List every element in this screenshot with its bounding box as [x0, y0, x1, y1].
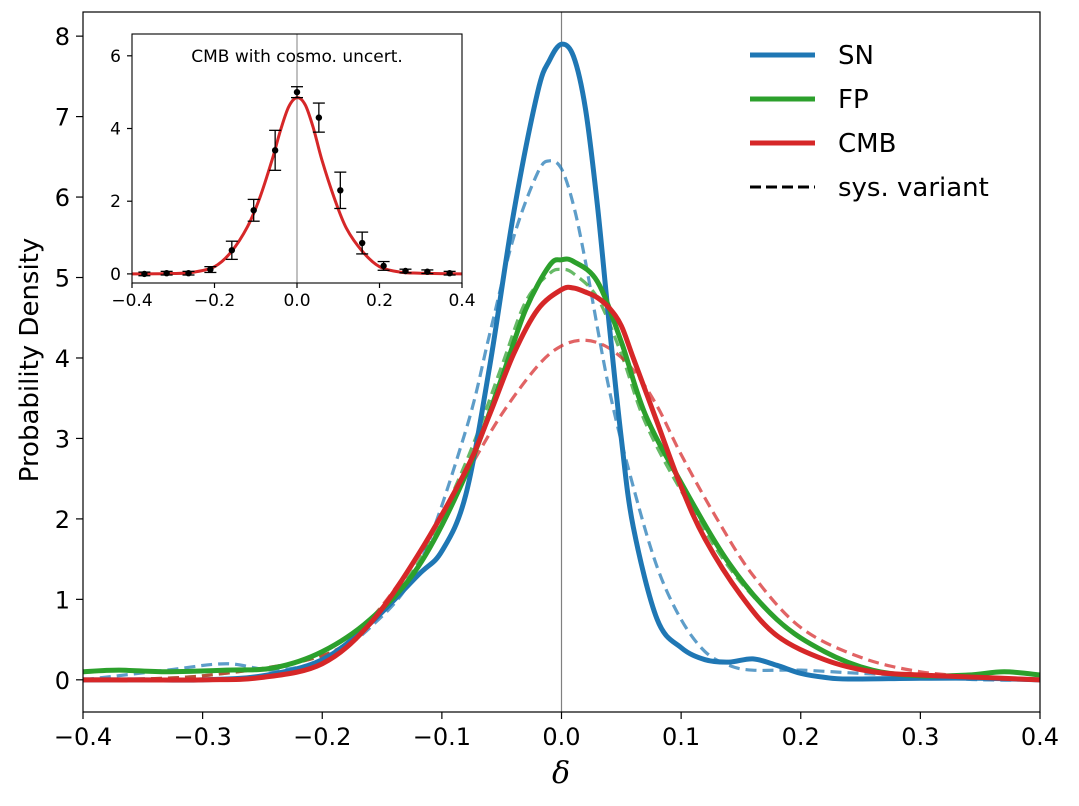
legend-entry-fp: FP: [750, 85, 869, 115]
y-tick-label: 6: [55, 184, 70, 212]
data-point-marker: [207, 266, 214, 273]
inset-errorbar-point: [291, 86, 303, 99]
inset-x-tick-label: 0.2: [366, 291, 393, 311]
y-tick-label: 8: [55, 23, 70, 51]
series-cmb-sys-variant: [82, 338, 1041, 682]
legend-label-cmb: CMB: [838, 129, 896, 159]
data-point-marker: [315, 114, 323, 121]
inset-errorbar-point: [421, 268, 434, 275]
inset-ticks: −0.4 −0.2 0.0 0.2 0.4 0 2 4 6: [110, 47, 475, 311]
inset-errorbar-point: [160, 269, 173, 277]
y-tick-label: 2: [55, 506, 70, 534]
inset-axes: −0.4 −0.2 0.0 0.2 0.4 0 2 4 6 CMB with cosmo. un…: [110, 33, 476, 311]
legend-entry-sn: SN: [750, 41, 874, 71]
x-tick-label: −0.4: [54, 723, 112, 751]
inset-x-tick-label: −0.4: [111, 291, 152, 311]
x-tick-label: −0.1: [413, 723, 471, 751]
x-tick-label: −0.3: [173, 723, 231, 751]
inset-errorbar-point: [225, 240, 238, 261]
inset-errorbar-point: [312, 102, 325, 133]
x-axis-label: δ: [552, 756, 570, 791]
data-point-marker: [402, 267, 409, 275]
main-series-group: [82, 41, 1041, 683]
legend-label-sn: SN: [838, 41, 874, 71]
legend: SN FP CMB sys. variant: [750, 41, 989, 203]
data-point-marker: [163, 269, 170, 277]
series-fp: [82, 256, 1041, 679]
main-plot-frame: [82, 11, 1041, 713]
x-tick-label: 0.3: [901, 723, 939, 751]
x-tick-label: −0.2: [293, 723, 351, 751]
inset-errorbar-point: [182, 269, 195, 277]
y-tick-label: 7: [55, 104, 70, 132]
data-point-marker: [228, 247, 236, 254]
y-tick-label: 5: [55, 265, 70, 293]
inset-errorbar-point: [377, 260, 390, 271]
data-point-marker: [141, 270, 148, 278]
inset-x-tick-label: 0.4: [448, 291, 475, 311]
inset-y-tick-label: 0: [110, 265, 121, 285]
y-axis-label: Probability Density: [15, 238, 45, 483]
x-tick-label: 0.2: [782, 723, 820, 751]
x-tick-label: 0.0: [542, 723, 580, 751]
inset-x-tick-label: 0.0: [283, 291, 310, 311]
x-tick-label: 0.4: [1021, 723, 1059, 751]
inset-errorbar-point: [443, 269, 456, 277]
inset-errorbar-point: [399, 267, 412, 275]
main-ticks: −0.4 −0.3 −0.2 −0.1 0.0 0.1 0.2 0.3 0.4 0 1 2 3 4 5 6 7 8: [54, 23, 1059, 751]
inset-x-tick-label: −0.2: [194, 291, 235, 311]
inset-y-tick-label: 4: [110, 120, 121, 140]
inset-errorbars: [138, 86, 456, 278]
inset-y-tick-label: 6: [110, 47, 121, 67]
data-point-marker: [446, 269, 453, 277]
legend-entry-cmb: CMB: [750, 129, 896, 159]
y-tick-label: 4: [55, 345, 70, 373]
inset-errorbar-point: [247, 198, 260, 222]
inset-plot-frame: [131, 33, 463, 284]
inset-errorbar-point: [269, 129, 282, 171]
data-point-marker: [185, 269, 192, 277]
data-point-marker: [337, 187, 344, 194]
inset-errorbar-point: [138, 270, 151, 278]
inset-y-tick-label: 2: [110, 192, 121, 212]
series-sn-sys-variant: [82, 159, 1041, 682]
legend-label-sys-variant: sys. variant: [838, 173, 989, 203]
data-point-marker: [380, 262, 387, 270]
legend-label-fp: FP: [838, 85, 869, 115]
x-tick-label: 0.1: [662, 723, 700, 751]
data-point-marker: [250, 207, 257, 214]
y-tick-label: 0: [55, 667, 70, 695]
series-cmb: [82, 284, 1041, 683]
legend-entry-sys-variant: sys. variant: [750, 173, 989, 203]
inset-errorbar-point: [356, 231, 369, 255]
inset-errorbar-point: [334, 171, 347, 210]
inset-title: CMB with cosmo. uncert.: [191, 47, 403, 67]
main-axes: −0.4 −0.3 −0.2 −0.1 0.0 0.1 0.2 0.3 0.4 0 1 2 3 4 5 6 7 8: [54, 11, 1059, 751]
y-tick-label: 3: [55, 425, 70, 453]
data-point-marker: [358, 239, 366, 247]
data-point-marker: [293, 88, 301, 96]
inset-errorbar-point: [204, 265, 217, 274]
y-tick-label: 1: [55, 586, 70, 614]
data-point-marker: [424, 268, 431, 275]
data-point-marker: [271, 147, 279, 154]
